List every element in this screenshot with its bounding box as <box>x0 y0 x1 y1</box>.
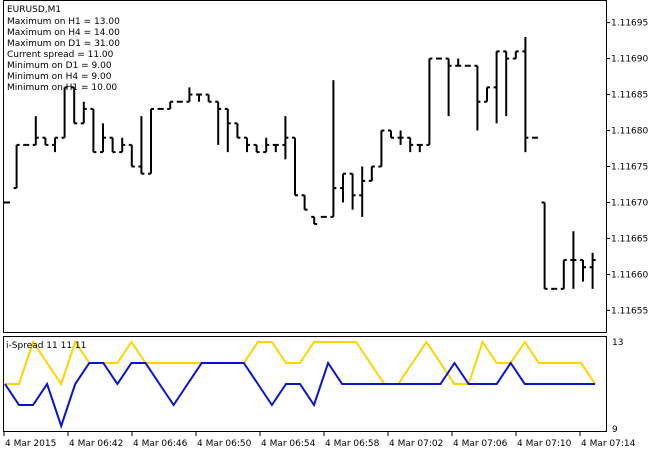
ohlc-bar <box>301 194 308 211</box>
ohlc-bar <box>330 80 337 218</box>
ohlc-bar <box>205 93 212 103</box>
ohlc-bar <box>80 101 87 125</box>
ohlc-bar <box>560 259 567 290</box>
y-tick-label: 1.11695 <box>611 19 648 29</box>
ohlc-bar <box>148 107 154 175</box>
ohlc-bar <box>493 50 500 124</box>
ohlc-bar <box>311 215 318 226</box>
time-axis: 4 Mar 2015 4 Mar 06:42 4 Mar 06:46 4 Mar 06… <box>3 432 636 449</box>
ohlc-bar <box>253 143 260 154</box>
ohlc-bar <box>541 201 548 290</box>
ohlc-bar <box>580 259 586 282</box>
ohlc-bar <box>282 116 289 160</box>
ohlc-bar <box>263 137 270 154</box>
ohlc-bar <box>512 50 519 60</box>
ohlc-bar <box>589 252 596 289</box>
x-tick-label: 4 Mar 07:10 <box>517 439 572 449</box>
ohlc-bar <box>128 143 135 168</box>
x-tick-label: 4 Mar 06:46 <box>133 439 188 449</box>
ohlc-bar <box>244 136 250 153</box>
y-tick-label: 1.11660 <box>611 270 648 280</box>
y-tick-label: 1.11675 <box>611 163 648 173</box>
y-tick-label: 1.11690 <box>611 55 648 65</box>
x-tick-label: 4 Mar 06:54 <box>261 439 316 449</box>
ohlc-bar <box>90 107 97 154</box>
x-tick-label: 4 Mar 06:58 <box>325 439 380 449</box>
ohlc-bar <box>378 129 385 168</box>
ohlc-bar <box>340 172 346 203</box>
x-tick-label: 4 Mar 06:42 <box>69 439 123 449</box>
ohlc-bar <box>13 143 20 190</box>
x-tick-label: 4 Mar 2015 <box>5 439 56 449</box>
ohlc-bar <box>32 116 39 146</box>
ohlc-bar <box>71 86 78 125</box>
x-tick-label: 4 Mar 07:14 <box>581 439 636 449</box>
ohlc-bar <box>272 143 279 153</box>
x-tick-label: 4 Mar 06:50 <box>197 439 252 449</box>
y-tick-label: 1.11665 <box>611 234 648 244</box>
x-tick-label: 4 Mar 07:06 <box>453 439 508 449</box>
indicator-pane-frame <box>3 336 607 432</box>
info-lines: Maximum on H1 = 13.00 Maximum on H4 = 14… <box>7 17 120 93</box>
indicator-scale-max: 13 <box>612 338 623 348</box>
ohlc-bar <box>474 64 481 131</box>
y-tick-label: 1.11680 <box>611 127 648 137</box>
ohlc-bar <box>426 57 433 146</box>
ohlc-bar <box>503 50 510 117</box>
ohlc-bar <box>445 57 452 117</box>
ohlc-bar <box>484 86 490 103</box>
y-tick-label: 1.11655 <box>611 306 648 316</box>
ohlc-bar <box>119 137 126 154</box>
ohlc-bar <box>368 165 375 182</box>
ohlc-bar <box>234 122 241 139</box>
indicator-label: i-Spread 11 11 11 <box>6 341 86 351</box>
ohlc-bar <box>349 172 356 210</box>
y-tick-label: 1.11670 <box>611 198 648 208</box>
ohlc-bar <box>570 231 577 289</box>
ohlc-bar <box>52 136 58 153</box>
x-tick-label: 4 Mar 07:02 <box>389 439 443 449</box>
ohlc-bar <box>407 136 414 153</box>
info-line: Minimum on H4 = 9.00 <box>7 72 112 82</box>
info-line: Minimum on D1 = 9.00 <box>7 61 112 71</box>
ohlc-bar <box>61 86 68 139</box>
info-line: Maximum on H1 = 13.00 <box>7 17 120 27</box>
symbol-label: EURUSD,M1 <box>7 5 61 15</box>
ohlc-bar <box>522 36 529 153</box>
ohlc-bar <box>186 87 193 103</box>
info-line: Maximum on H4 = 14.00 <box>7 28 120 38</box>
price-axis: 1.11655 1.11660 1.11665 1.11670 1.11675 1.116… <box>606 19 648 316</box>
ohlc-bar <box>292 136 298 197</box>
ohlc-bar <box>455 58 462 67</box>
ohlc-bar <box>397 130 404 145</box>
spread-lines <box>4 339 596 430</box>
ohlc-bar <box>167 100 174 110</box>
ohlc-bar <box>100 123 106 154</box>
ohlc-bar <box>196 93 202 102</box>
info-line: Current spread = 11.00 <box>7 50 114 60</box>
ohlc-bar <box>42 136 49 146</box>
price-bars <box>4 36 596 290</box>
info-line: Minimum on H1 = 10.00 <box>7 83 117 93</box>
info-line: Maximum on D1 = 31.00 <box>7 39 120 49</box>
ohlc-bar <box>138 116 145 175</box>
spread-min-line <box>4 360 595 430</box>
ohlc-bar <box>359 166 366 217</box>
ohlc-bar <box>416 143 423 153</box>
y-tick-label: 1.11685 <box>611 91 648 101</box>
ohlc-bar <box>215 100 222 145</box>
ohlc-bar <box>388 129 394 139</box>
ohlc-bar <box>224 107 231 153</box>
indicator-scale-min: 9 <box>612 425 618 435</box>
ohlc-bar <box>109 136 116 154</box>
